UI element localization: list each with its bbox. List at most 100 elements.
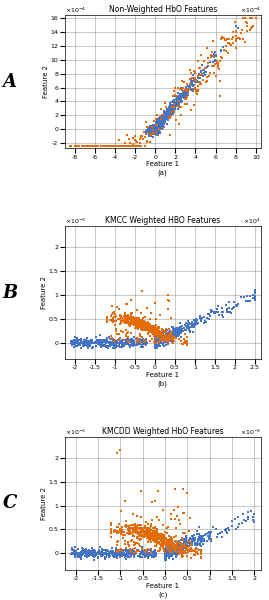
Point bbox=[151, 125, 156, 134]
Point bbox=[167, 536, 171, 546]
Point bbox=[168, 329, 172, 338]
Point bbox=[114, 337, 119, 347]
Point bbox=[155, 128, 159, 137]
Point bbox=[159, 338, 163, 348]
Point bbox=[147, 324, 151, 334]
Point bbox=[138, 535, 142, 545]
Point bbox=[152, 526, 157, 536]
Point bbox=[141, 546, 146, 556]
Point bbox=[189, 79, 194, 89]
Point bbox=[140, 335, 144, 345]
Point bbox=[100, 341, 104, 350]
Point bbox=[138, 317, 143, 327]
Point bbox=[99, 335, 104, 345]
Point bbox=[170, 103, 174, 112]
Point bbox=[103, 548, 108, 558]
Point bbox=[116, 547, 121, 557]
Point bbox=[166, 537, 171, 547]
Point bbox=[184, 79, 189, 89]
Point bbox=[173, 546, 177, 556]
Point bbox=[99, 335, 103, 345]
Point bbox=[152, 125, 156, 134]
Point bbox=[161, 116, 166, 125]
Point bbox=[161, 505, 165, 515]
Point bbox=[137, 319, 141, 329]
Point bbox=[153, 124, 158, 133]
Point bbox=[132, 526, 136, 535]
Point bbox=[130, 335, 134, 345]
Point bbox=[208, 311, 213, 320]
Point bbox=[153, 326, 157, 335]
Point bbox=[126, 310, 130, 320]
Point bbox=[175, 99, 179, 109]
Point bbox=[153, 124, 157, 134]
Point bbox=[156, 122, 161, 131]
Point bbox=[199, 50, 203, 60]
Point bbox=[180, 88, 185, 97]
Point bbox=[167, 110, 171, 119]
Point bbox=[134, 316, 138, 326]
Text: (a): (a) bbox=[158, 170, 168, 176]
Point bbox=[165, 544, 169, 554]
Point bbox=[184, 533, 188, 542]
Point bbox=[148, 122, 152, 131]
Point bbox=[251, 512, 255, 521]
Point bbox=[119, 336, 124, 346]
Point bbox=[172, 505, 176, 514]
Point bbox=[80, 547, 84, 557]
Point bbox=[214, 71, 219, 80]
Point bbox=[73, 551, 77, 560]
Point bbox=[150, 125, 154, 134]
Point bbox=[149, 124, 154, 133]
Point bbox=[177, 97, 181, 107]
Point bbox=[108, 334, 112, 344]
Point bbox=[134, 524, 138, 533]
Point bbox=[154, 127, 158, 137]
Point bbox=[155, 120, 160, 130]
Point bbox=[120, 314, 124, 323]
Point bbox=[182, 89, 186, 99]
Point bbox=[148, 130, 153, 140]
Point bbox=[138, 523, 143, 533]
Point bbox=[146, 532, 150, 541]
Point bbox=[137, 134, 142, 143]
Point bbox=[155, 333, 160, 343]
Point bbox=[199, 552, 203, 562]
Point bbox=[169, 542, 174, 551]
Point bbox=[130, 526, 135, 535]
Point bbox=[148, 532, 152, 542]
Point bbox=[144, 320, 149, 330]
Point bbox=[158, 116, 162, 125]
Point bbox=[111, 550, 115, 559]
Point bbox=[146, 127, 150, 136]
Point bbox=[193, 75, 197, 85]
Point bbox=[130, 341, 135, 350]
Point bbox=[199, 67, 203, 76]
Point bbox=[204, 317, 208, 326]
Point bbox=[174, 511, 179, 521]
Point bbox=[196, 56, 200, 66]
Point bbox=[154, 123, 159, 133]
Point bbox=[157, 118, 161, 128]
Point bbox=[117, 136, 122, 145]
Point bbox=[199, 536, 203, 546]
Point bbox=[209, 50, 214, 59]
Point bbox=[70, 336, 74, 346]
Point bbox=[174, 98, 178, 107]
Point bbox=[149, 125, 153, 135]
Point bbox=[137, 550, 142, 559]
Point bbox=[159, 335, 163, 344]
Point bbox=[176, 541, 180, 550]
Point bbox=[144, 322, 148, 331]
Point bbox=[126, 547, 130, 557]
Point bbox=[119, 527, 124, 537]
Point bbox=[156, 530, 160, 540]
Point bbox=[154, 338, 158, 347]
Point bbox=[168, 540, 172, 550]
Point bbox=[171, 539, 175, 548]
Point bbox=[132, 313, 136, 322]
Point bbox=[186, 545, 190, 555]
Point bbox=[157, 329, 161, 338]
Point bbox=[175, 540, 179, 550]
Point bbox=[112, 340, 116, 349]
